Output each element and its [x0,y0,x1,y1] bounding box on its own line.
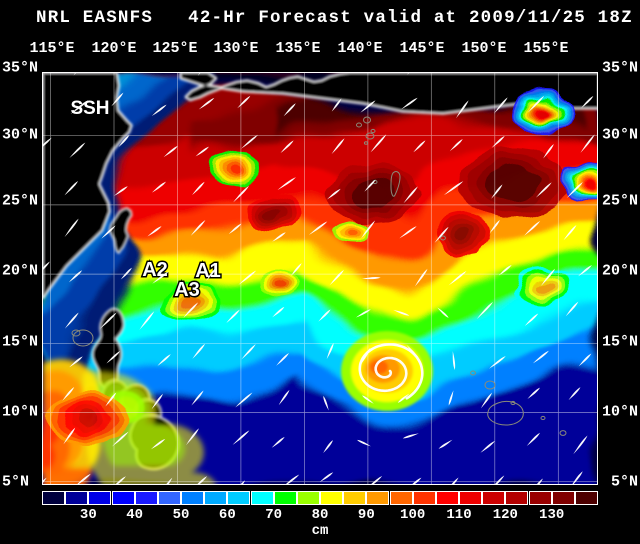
svg-text:A2: A2 [142,259,168,281]
svg-text:SSH: SSH [70,98,109,119]
svg-text:A3: A3 [174,279,200,301]
